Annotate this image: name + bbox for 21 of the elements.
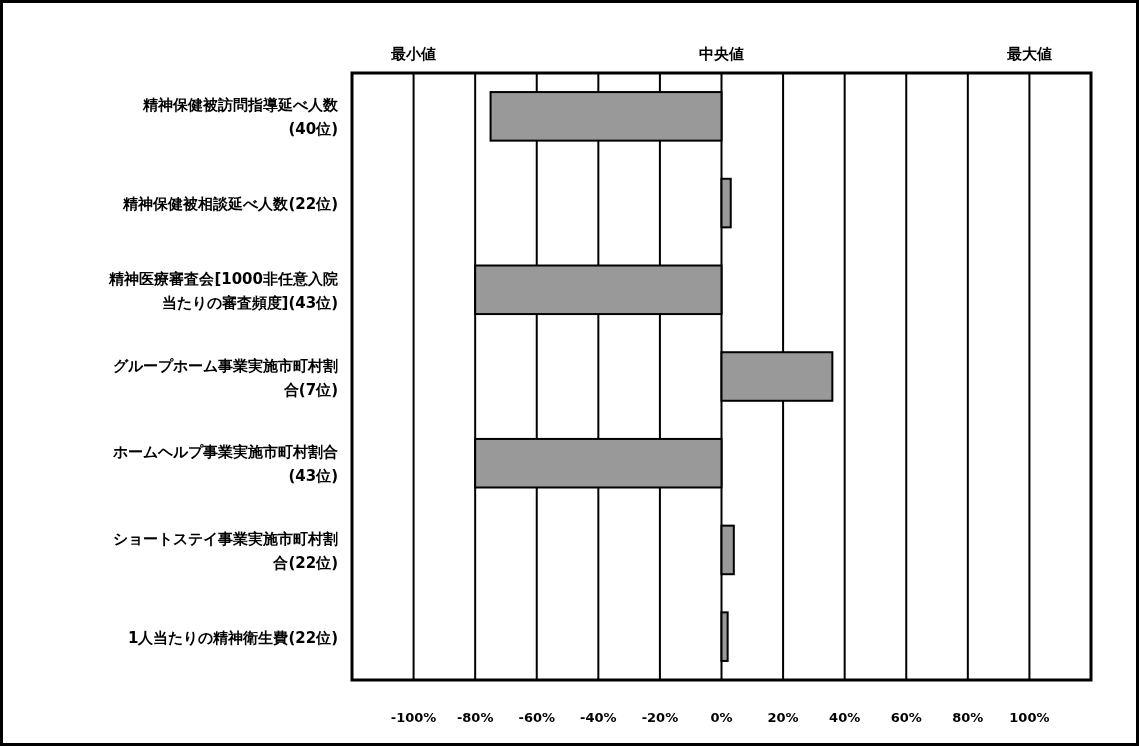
text: 最小値 [390,45,437,63]
x-tick-label: 60% [890,710,922,725]
x-tick-label: -100% [390,710,437,725]
x-tick-label: 100% [1009,710,1050,725]
text: 中央値 [699,45,744,63]
x-tick-label: -40% [580,710,617,725]
y-tick-label: 精神保健被相談延べ人数(22位) [122,195,338,214]
y-tick-label: 精神医療審査会[1000非任意入院当たりの審査頻度](43位) [108,269,338,312]
y-tick-label: グループホーム事業実施市町村割合(7位) [113,356,338,399]
y-tick-label: 精神保健被訪問指導延べ人数(40位) [142,96,339,139]
y-tick-label: ショートステイ事業実施市町村割合(22位) [113,529,338,572]
x-tick-label: -20% [641,710,679,725]
y-tick-label: ホームヘルプ事業実施市町村割合(43位) [112,443,338,486]
x-tick-label: 0% [710,710,733,725]
x-tick-label: 20% [767,710,799,725]
x-tick-label: -80% [456,710,494,725]
text: 最大値 [1005,45,1052,63]
x-tick-label: 40% [829,710,861,725]
x-tick-label: -60% [518,710,556,725]
y-tick-label: 1人当たりの精神衛生費(22位) [127,628,338,647]
x-tick-label: 80% [952,710,984,725]
